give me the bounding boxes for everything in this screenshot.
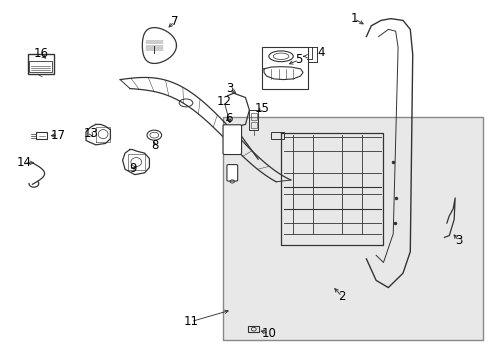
Bar — [250, 122, 256, 128]
Text: 9: 9 — [129, 162, 137, 175]
Bar — [261, 47, 307, 89]
Bar — [222, 117, 483, 339]
Bar — [27, 54, 54, 74]
Text: 7: 7 — [170, 15, 178, 28]
Text: 4: 4 — [317, 46, 324, 59]
Text: 8: 8 — [151, 139, 159, 152]
Text: 12: 12 — [216, 95, 231, 108]
Bar — [249, 110, 258, 130]
Text: 6: 6 — [224, 112, 232, 125]
Text: 1: 1 — [350, 12, 357, 25]
Bar — [271, 132, 283, 139]
FancyBboxPatch shape — [226, 165, 237, 181]
Bar — [29, 61, 52, 72]
Bar — [250, 113, 256, 120]
Text: 3: 3 — [226, 82, 233, 95]
FancyBboxPatch shape — [223, 125, 241, 154]
Text: 16: 16 — [33, 47, 48, 60]
Text: 15: 15 — [255, 102, 269, 115]
Text: 13: 13 — [83, 127, 98, 140]
Text: 17: 17 — [51, 129, 65, 142]
Bar — [248, 326, 259, 332]
Text: 3: 3 — [454, 234, 462, 247]
Text: 14: 14 — [17, 156, 32, 169]
Text: 10: 10 — [261, 327, 276, 340]
Bar — [36, 132, 47, 139]
Text: 11: 11 — [183, 315, 198, 328]
Text: 5: 5 — [295, 53, 302, 66]
Text: 2: 2 — [338, 290, 345, 303]
